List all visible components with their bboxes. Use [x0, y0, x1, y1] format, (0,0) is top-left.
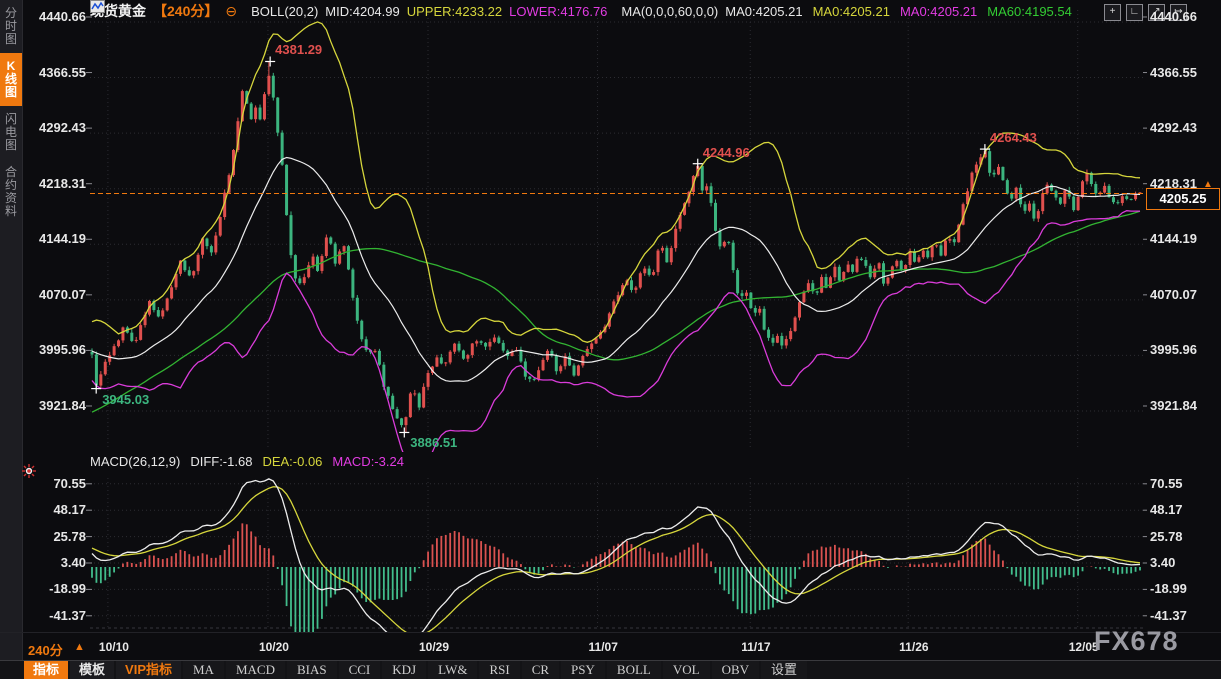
price-axis-label: 4366.55 — [1150, 64, 1197, 80]
indicator-button-PSY[interactable]: PSY — [561, 661, 605, 679]
macd-header: MACD(26,12,9) DIFF:-1.68 DEA:-0.06 MACD:… — [90, 454, 404, 469]
price-axis-label: 4070.07 — [1150, 286, 1197, 302]
macd-axis-label: 3.40 — [1150, 554, 1176, 570]
macd-axis-label: 70.55 — [1150, 475, 1183, 491]
price-annotation-4244.96: 4244.96 — [702, 144, 750, 160]
time-axis: 240分 ▲ 10/10 10/20 10/29 11/07 11/17 11/26 12/… — [0, 632, 1221, 661]
macd-pane — [91, 478, 1141, 632]
macd-axis-label: 48.17 — [53, 502, 86, 518]
indicator-button-设置[interactable]: 设置 — [761, 661, 808, 679]
price-axis-label: 4218.31 — [39, 175, 86, 191]
price-axis-label: 4070.07 — [39, 286, 86, 302]
toolbar-tab-VIP指标[interactable]: VIP指标 — [116, 661, 181, 679]
ma-value: MA0:4205.21 — [725, 3, 803, 19]
price-axis-label: 4366.55 — [39, 64, 86, 80]
price-annotation-4264.43: 4264.43 — [989, 130, 1037, 146]
macd-axis-label: 70.55 — [53, 475, 86, 491]
date-label: 10/10 — [98, 640, 129, 654]
date-label: 11/26 — [899, 640, 929, 654]
indicator-button-CCI[interactable]: CCI — [338, 661, 381, 679]
indicator-button-KDJ[interactable]: KDJ — [382, 661, 427, 679]
macd-axis-label: 3.40 — [60, 554, 86, 570]
price-axis-label: 4218.31 — [1150, 175, 1197, 191]
sidebar-item-分时图[interactable]: 分时图 — [4, 6, 17, 46]
ma-value: MA0:4205.21 — [899, 3, 978, 19]
indicator-toolbar: 指标 模板 VIP指标 MA MACD BIAS CCI KDJ LW& RSI CR PSY BOLL… — [0, 660, 1221, 679]
fx678-watermark: FX678 — [1094, 626, 1179, 656]
boll-upper-value: UPPER:4233.22 — [406, 3, 503, 19]
macd-macd-value: MACD:-3.24 — [332, 454, 404, 469]
collapse-indicator-icon[interactable]: ⊖ — [225, 2, 238, 19]
date-label: 11/07 — [588, 640, 618, 654]
chart-header: 现货黄金 【240分】 ⊖ BOLL(20,2) MID:4204.99 UPP… — [90, 0, 1072, 22]
macd-axis-label: -41.37 — [1150, 607, 1187, 623]
ma-values: MA0:4205.21 MA0:4205.21 MA0:4205.21 MA60:41… — [725, 4, 1072, 19]
price-axis-label: 3921.84 — [1150, 397, 1197, 413]
price-axis-label: 4144.19 — [1150, 231, 1197, 247]
macd-axis-label: -18.99 — [49, 581, 86, 597]
price-annotation-3886.51: 3886.51 — [410, 435, 458, 451]
indicator-button-MA[interactable]: MA — [183, 661, 224, 679]
fit-axis-icon[interactable]: ∟ — [1126, 4, 1143, 21]
macd-axis-label: 48.17 — [1150, 502, 1183, 518]
boll-mid-value: MID:4204.99 — [325, 3, 400, 19]
indicator-button-OBV[interactable]: OBV — [711, 661, 760, 679]
price-up-arrow-icon: ▲ — [1203, 179, 1213, 191]
macd-axis-label: 25.78 — [1150, 528, 1183, 544]
current-price-tag: 4205.25 — [1146, 188, 1220, 211]
price-annotation-3945.03: 3945.03 — [102, 391, 150, 407]
date-label: 12/05 — [1068, 640, 1099, 654]
date-label: 11/17 — [741, 640, 771, 654]
price-axis-label: 3921.84 — [39, 397, 86, 413]
price-axis-label: 4292.43 — [39, 120, 86, 136]
overlay-lines — [91, 21, 1141, 452]
bottom-timeframe-label[interactable]: 240分 — [28, 643, 63, 658]
price-axis-label: 4440.66 — [39, 8, 86, 24]
toolbar-tab-指标[interactable]: 指标 — [24, 661, 69, 679]
indicator-button-VOL[interactable]: VOL — [662, 661, 710, 679]
chart-toolbar-icons: + ∟ ↗ ↦ — [1104, 4, 1187, 21]
price-axis-label: 3995.96 — [1150, 342, 1197, 358]
indicator-button-CR[interactable]: CR — [521, 661, 560, 679]
timeframe-up-arrow-icon[interactable]: ▲ — [74, 641, 85, 653]
toolbar-tab-模板[interactable]: 模板 — [70, 661, 115, 679]
date-label: 10/20 — [258, 640, 289, 654]
sidebar-item-合约资料[interactable]: 合约资料 — [4, 165, 17, 218]
indicator-button-LW&[interactable]: LW& — [428, 661, 478, 679]
price-axis-label: 4292.43 — [1150, 120, 1197, 136]
ma-params: MA(0,0,0,60,0,0) — [621, 3, 719, 19]
macd-axis-label: -41.37 — [49, 607, 86, 623]
indicator-button-MACD[interactable]: MACD — [225, 661, 285, 679]
indicator-button-BOLL[interactable]: BOLL — [606, 661, 661, 679]
price-annotation-4381.29: 4381.29 — [275, 42, 323, 58]
indicator-button-RSI[interactable]: RSI — [479, 661, 520, 679]
price-axis-label: 4440.66 — [1150, 8, 1197, 24]
macd-axis-label: 25.78 — [53, 528, 86, 544]
macd-dea-value: DEA:-0.06 — [262, 454, 323, 469]
sidebar-item-闪电图[interactable]: 闪电图 — [4, 112, 17, 152]
ma-value: MA60:4195.54 — [987, 3, 1072, 19]
price-axis-label: 4144.19 — [39, 231, 86, 247]
macd-axis-label: -18.99 — [1150, 581, 1187, 597]
boll-lower-value: LOWER:4176.76 — [509, 3, 608, 19]
ma-value: MA0:4205.21 — [812, 3, 890, 19]
macd-params: MACD(26,12,9) — [90, 454, 181, 469]
candles-layer — [90, 61, 1142, 433]
pan-tool-icon[interactable]: + — [1104, 4, 1121, 21]
date-label: 10/29 — [419, 640, 450, 654]
timeframe-label: 【240分】 — [153, 3, 219, 19]
price-axis-label: 3995.96 — [39, 342, 86, 358]
indicator-button-BIAS[interactable]: BIAS — [286, 661, 337, 679]
zoom-axis-icon[interactable]: ↗ — [1148, 4, 1165, 21]
boll-params: BOLL(20,2) — [251, 3, 319, 19]
scroll-right-icon[interactable]: ↦ — [1170, 4, 1187, 21]
macd-diff-value: DIFF:-1.68 — [190, 454, 253, 469]
